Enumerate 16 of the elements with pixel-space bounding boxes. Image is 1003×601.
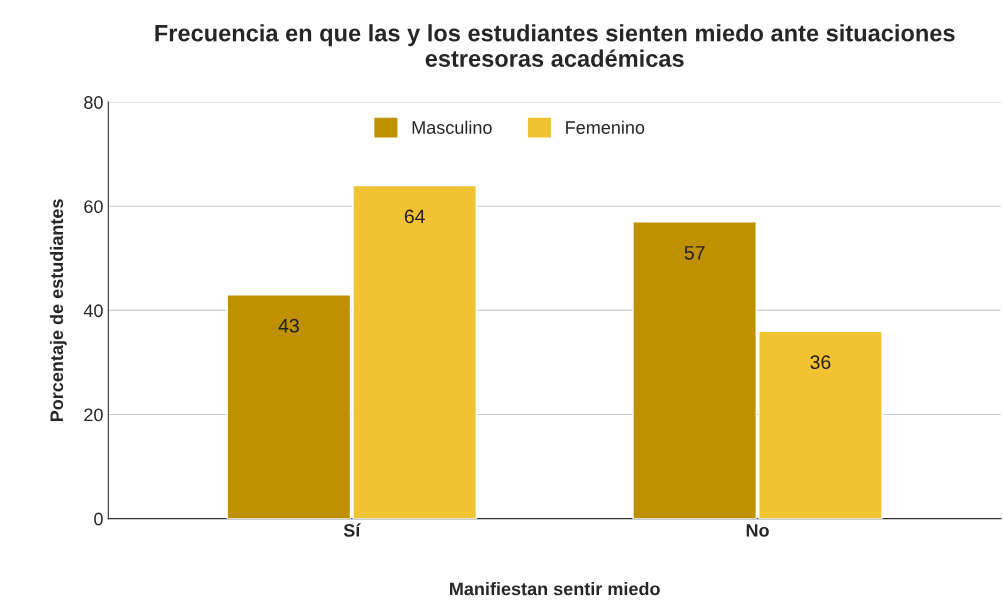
y-tick-label: 20: [84, 408, 103, 422]
y-tick-label: 60: [84, 200, 103, 214]
legend-label: Masculino: [412, 120, 492, 134]
chart-title: Frecuencia en que las y los estudiantes sienten miedo ante situaciones estresoras académicas: [155, 24, 955, 67]
x-tick-label: No: [746, 524, 769, 537]
y-axis-title: Porcentaje de estudiantes: [49, 199, 67, 422]
x-tick-label: Sí: [343, 523, 361, 537]
y-tick-label: 80: [84, 96, 103, 109]
legend-label: Femenino: [566, 120, 645, 134]
data-label: 64: [404, 209, 425, 224]
data-label: 43: [278, 318, 299, 333]
data-label: 36: [810, 355, 831, 370]
x-axis-title: Manifiestan sentir miedo: [450, 582, 660, 596]
y-tick-label: 0: [94, 512, 103, 526]
data-label: 57: [684, 246, 705, 260]
y-tick-label: 40: [83, 304, 103, 318]
